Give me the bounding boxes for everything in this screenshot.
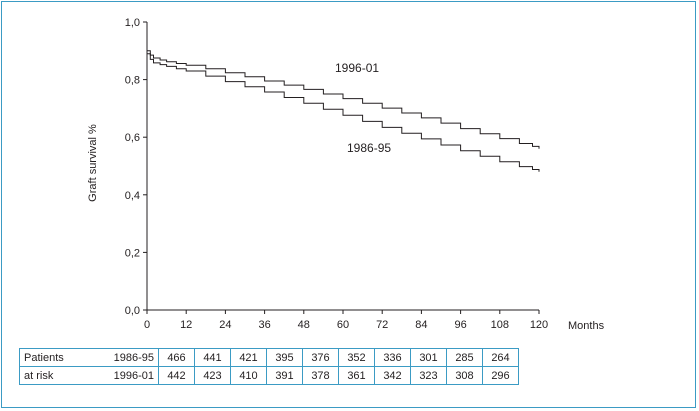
risk-cell: 352 <box>338 348 375 367</box>
x-tick-label: 84 <box>415 319 427 331</box>
y-tick-label: 0,8 <box>125 75 140 87</box>
risk-cell: 264 <box>482 348 519 367</box>
risk-cell: 285 <box>446 348 483 367</box>
x-tick-label: 96 <box>454 319 466 331</box>
table-row: Patients 1986-95 466 441 421 395 376 352… <box>19 348 519 367</box>
risk-cell: 395 <box>266 348 303 367</box>
risk-label-at-risk: at risk <box>19 366 98 385</box>
risk-cell: 391 <box>266 366 303 385</box>
x-tick-label: 24 <box>219 319 231 331</box>
x-axis-ticks: 0 12 24 36 48 60 72 84 96 108 120 <box>144 310 548 331</box>
x-tick-label: 120 <box>530 319 548 331</box>
risk-cell: 421 <box>230 348 267 367</box>
risk-cell: 410 <box>230 366 267 385</box>
series-label-1986-95: 1986-95 <box>347 141 391 155</box>
x-tick-label: 36 <box>258 319 270 331</box>
x-tick-label: 60 <box>337 319 349 331</box>
y-tick-label: 0,0 <box>125 305 140 317</box>
risk-cell: 296 <box>482 366 519 385</box>
patients-at-risk-table: Patients 1986-95 466 441 421 395 376 352… <box>19 348 519 385</box>
risk-group-1986-95: 1986-95 <box>98 348 159 367</box>
survival-chart: 0,0 0,2 0,4 0,6 0,8 1,0 0 12 24 36 48 60 72 84 96 108 1… <box>87 17 605 332</box>
y-tick-label: 0,2 <box>125 247 140 259</box>
risk-cell: 442 <box>158 366 195 385</box>
series-line-1996-01 <box>147 50 540 149</box>
risk-cell: 308 <box>446 366 483 385</box>
risk-cell: 441 <box>194 348 231 367</box>
series-line-1986-95 <box>147 53 540 172</box>
x-tick-label: 0 <box>144 319 150 331</box>
risk-cell: 323 <box>410 366 447 385</box>
risk-cell: 336 <box>374 348 411 367</box>
x-tick-label: 48 <box>298 319 310 331</box>
x-tick-label: 108 <box>491 319 509 331</box>
risk-label-patients: Patients <box>19 348 98 367</box>
x-tick-label: 72 <box>376 319 388 331</box>
y-axis-title: Graft survival % <box>87 124 99 202</box>
y-tick-label: 0,6 <box>125 132 140 144</box>
risk-cell: 376 <box>302 348 339 367</box>
series-label-1996-01: 1996-01 <box>335 61 379 75</box>
risk-cell: 378 <box>302 366 339 385</box>
risk-group-1996-01: 1996-01 <box>98 366 159 385</box>
risk-cell: 423 <box>194 366 231 385</box>
table-row: at risk 1996-01 442 423 410 391 378 361 … <box>19 366 519 385</box>
risk-cell: 466 <box>158 348 195 367</box>
y-tick-label: 1,0 <box>125 17 140 29</box>
risk-cell: 361 <box>338 366 375 385</box>
x-tick-label: 12 <box>180 319 192 331</box>
x-axis-title: Months <box>568 320 605 332</box>
y-tick-label: 0,4 <box>125 190 140 202</box>
risk-cell: 342 <box>374 366 411 385</box>
y-axis-ticks: 0,0 0,2 0,4 0,6 0,8 1,0 <box>125 17 147 317</box>
series-lines <box>147 50 540 172</box>
risk-cell: 301 <box>410 348 447 367</box>
